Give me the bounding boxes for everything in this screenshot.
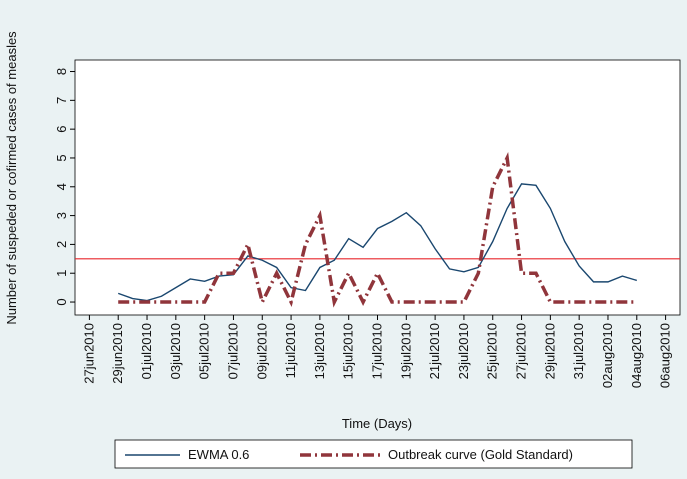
y-tick-label: 8	[54, 68, 69, 75]
y-tick-label: 6	[54, 126, 69, 133]
x-tick-label: 07jul2010	[225, 323, 240, 379]
x-tick-label: 04aug2010	[629, 323, 644, 388]
y-tick-label: 5	[54, 154, 69, 161]
y-tick-label: 4	[54, 183, 69, 190]
x-tick-label: 19jul2010	[398, 323, 413, 379]
y-tick-label: 0	[54, 298, 69, 305]
x-tick-label: 11jul2010	[283, 323, 298, 378]
x-tick-label: 31jul2010	[571, 323, 586, 379]
y-tick-label: 7	[54, 97, 69, 104]
y-tick-label: 2	[54, 241, 69, 248]
y-axis-label: Number of suspeded or cofirmed cases of …	[4, 31, 19, 325]
legend-label: Outbreak curve (Gold Standard)	[388, 447, 573, 462]
x-tick-label: 25jul2010	[485, 323, 500, 379]
x-tick-label: 17jul2010	[370, 323, 385, 379]
x-axis-label: Time (Days)	[342, 416, 412, 431]
x-tick-label: 01jul2010	[139, 323, 154, 379]
x-tick-label: 06aug2010	[658, 323, 673, 388]
x-tick-label: 02aug2010	[600, 323, 615, 388]
x-tick-label: 15jul2010	[341, 323, 356, 379]
x-tick-label: 09jul2010	[254, 323, 269, 379]
x-tick-label: 27jul2010	[514, 323, 529, 379]
x-tick-label: 13jul2010	[312, 323, 327, 379]
legend-label: EWMA 0.6	[188, 447, 249, 462]
x-tick-label: 29jun2010	[110, 323, 125, 384]
x-tick-label: 05jul2010	[197, 323, 212, 379]
plot-area	[74, 59, 681, 316]
series-line	[118, 152, 637, 308]
series-line	[117, 183, 637, 302]
x-tick-label: 03jul2010	[168, 323, 183, 379]
y-tick-label: 1	[54, 270, 69, 277]
x-tick-label: 21jul2010	[427, 323, 442, 379]
x-tick-label: 27jun2010	[81, 323, 96, 384]
x-tick-label: 23jul2010	[456, 323, 471, 379]
y-tick-label: 3	[54, 212, 69, 219]
x-tick-label: 29jul2010	[542, 323, 557, 379]
